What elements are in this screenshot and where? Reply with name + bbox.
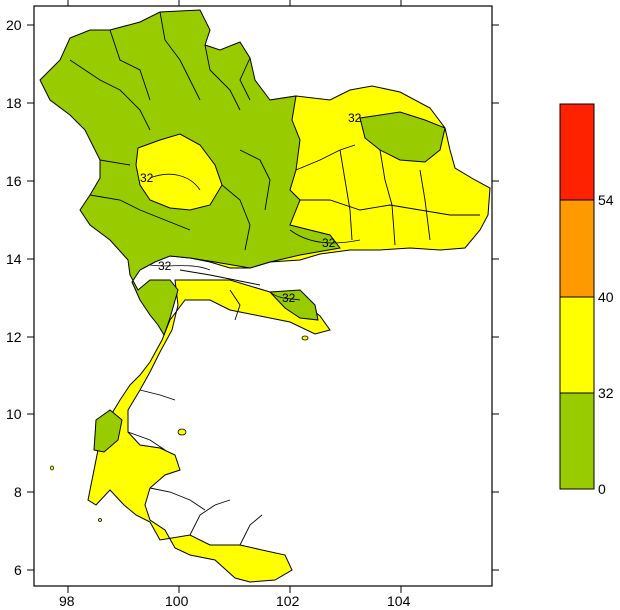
x-tick-label-100: 100 — [165, 593, 189, 609]
contour-label-1: 32 — [140, 171, 154, 185]
y-tick-label-8: 8 — [14, 484, 22, 500]
legend-bin-red — [559, 103, 595, 201]
legend-label-54: 54 — [598, 192, 614, 208]
axis-ticks — [27, 0, 499, 593]
y-tick-label-20: 20 — [6, 17, 22, 33]
contour-label-3: 32 — [322, 236, 336, 250]
contour-lines — [149, 173, 361, 301]
x-tick-label-98: 98 — [59, 593, 75, 609]
contour-label-4: 32 — [158, 259, 172, 273]
northeast-green-patch — [359, 111, 446, 163]
y-tick-label-18: 18 — [6, 95, 22, 111]
legend-label-0: 0 — [598, 481, 606, 497]
legend-label-32: 32 — [598, 385, 614, 401]
legend-colorbar — [559, 103, 595, 490]
y-tick-label-12: 12 — [6, 329, 22, 345]
legend-bin-yellow — [559, 296, 595, 394]
legend-bin-green — [559, 392, 595, 490]
x-tick-label-102: 102 — [276, 593, 300, 609]
province-boundaries — [69, 11, 480, 546]
y-tick-label-14: 14 — [6, 251, 22, 267]
contour-label-2: 32 — [348, 111, 362, 125]
x-tick-label-104: 104 — [387, 593, 411, 609]
y-tick-label-10: 10 — [6, 406, 22, 422]
y-tick-label-16: 16 — [6, 173, 22, 189]
peninsula-green-patch — [93, 409, 123, 453]
y-tick-label-6: 6 — [14, 562, 22, 578]
contour-label-5: 32 — [282, 291, 296, 305]
legend-bin-orange — [559, 199, 595, 298]
central-yellow-pocket — [135, 133, 223, 211]
legend-label-40: 40 — [598, 289, 614, 305]
islands — [50, 335, 309, 522]
